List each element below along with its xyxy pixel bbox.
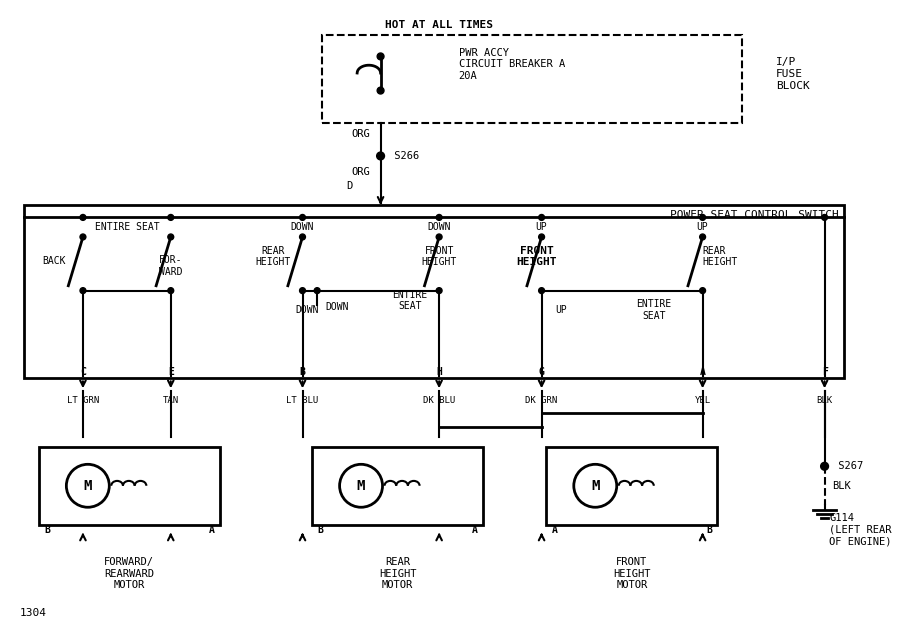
Text: HOT AT ALL TIMES: HOT AT ALL TIMES <box>385 20 493 30</box>
Text: LT BLU: LT BLU <box>286 396 319 405</box>
Text: BACK: BACK <box>42 256 66 266</box>
Text: M: M <box>357 479 365 493</box>
Text: FOR-
WARD: FOR- WARD <box>159 256 183 277</box>
Circle shape <box>539 288 544 293</box>
Bar <box>24 204 844 379</box>
Circle shape <box>167 215 174 220</box>
Text: F: F <box>822 367 827 377</box>
Text: FORWARD/
REARWARD
MOTOR: FORWARD/ REARWARD MOTOR <box>104 557 154 590</box>
Circle shape <box>436 288 442 293</box>
Text: M: M <box>84 479 92 493</box>
Circle shape <box>699 215 706 220</box>
Text: A: A <box>699 367 706 377</box>
Text: E: E <box>167 367 174 377</box>
Circle shape <box>300 288 305 293</box>
Circle shape <box>436 234 442 240</box>
Text: S267: S267 <box>832 461 864 471</box>
Text: ORG: ORG <box>351 167 370 177</box>
Text: UP: UP <box>555 305 567 315</box>
Text: G114
(LEFT REAR
OF ENGINE): G114 (LEFT REAR OF ENGINE) <box>830 513 892 546</box>
Circle shape <box>821 463 829 470</box>
Text: LT GRN: LT GRN <box>67 396 99 405</box>
Text: DOWN: DOWN <box>291 222 314 232</box>
Circle shape <box>699 234 706 240</box>
Circle shape <box>300 234 305 240</box>
Text: TAN: TAN <box>163 396 179 405</box>
Bar <box>312 447 483 525</box>
Circle shape <box>699 288 706 293</box>
Circle shape <box>539 215 544 220</box>
Text: PWR ACCY
CIRCUIT BREAKER A
20A: PWR ACCY CIRCUIT BREAKER A 20A <box>459 47 565 81</box>
Bar <box>322 35 742 123</box>
Text: B: B <box>317 525 323 534</box>
Text: M: M <box>591 479 599 493</box>
Text: REAR
HEIGHT: REAR HEIGHT <box>256 245 291 268</box>
Circle shape <box>822 215 827 220</box>
Circle shape <box>539 234 544 240</box>
Text: B: B <box>44 525 50 534</box>
Circle shape <box>436 215 442 220</box>
Circle shape <box>377 87 384 94</box>
Circle shape <box>80 288 86 293</box>
Text: ENTIRE
SEAT: ENTIRE SEAT <box>636 299 671 321</box>
Circle shape <box>80 234 86 240</box>
Text: REAR
HEIGHT: REAR HEIGHT <box>703 245 738 268</box>
Text: FRONT
HEIGHT: FRONT HEIGHT <box>421 245 456 268</box>
Text: I/P
FUSE
BLOCK: I/P FUSE BLOCK <box>776 57 809 91</box>
Text: FRONT
HEIGHT
MOTOR: FRONT HEIGHT MOTOR <box>613 557 651 590</box>
Text: BLK: BLK <box>832 481 851 491</box>
Circle shape <box>377 53 384 60</box>
Text: REAR
HEIGHT
MOTOR: REAR HEIGHT MOTOR <box>379 557 417 590</box>
Text: FRONT
HEIGHT: FRONT HEIGHT <box>517 245 557 268</box>
Circle shape <box>167 288 174 293</box>
Bar <box>546 447 717 525</box>
Text: ENTIRE SEAT: ENTIRE SEAT <box>94 222 159 232</box>
Text: DK BLU: DK BLU <box>423 396 455 405</box>
Circle shape <box>314 288 320 293</box>
Text: H: H <box>436 367 442 377</box>
Text: UP: UP <box>536 222 547 232</box>
Text: B: B <box>706 525 713 534</box>
Text: A: A <box>552 525 557 534</box>
Text: POWER SEAT CONTROL SWITCH: POWER SEAT CONTROL SWITCH <box>670 209 839 220</box>
Text: BLK: BLK <box>816 396 833 405</box>
Text: ORG: ORG <box>351 129 370 139</box>
Text: B: B <box>300 367 305 377</box>
Text: D: D <box>346 181 353 191</box>
Text: DOWN: DOWN <box>428 222 451 232</box>
Text: S266: S266 <box>389 151 419 161</box>
Circle shape <box>167 234 174 240</box>
Text: DK GRN: DK GRN <box>526 396 558 405</box>
Text: 1304: 1304 <box>20 608 47 618</box>
Text: G: G <box>538 367 544 377</box>
Text: DOWN: DOWN <box>325 302 348 312</box>
Text: A: A <box>209 525 215 534</box>
Text: UP: UP <box>697 222 708 232</box>
Circle shape <box>80 215 86 220</box>
Text: ENTIRE
SEAT: ENTIRE SEAT <box>392 290 427 311</box>
Text: DOWN: DOWN <box>295 305 319 315</box>
Text: A: A <box>472 525 478 534</box>
Circle shape <box>300 215 305 220</box>
Text: C: C <box>80 367 86 377</box>
Text: YEL: YEL <box>695 396 711 405</box>
Circle shape <box>377 152 384 160</box>
Bar <box>39 447 220 525</box>
